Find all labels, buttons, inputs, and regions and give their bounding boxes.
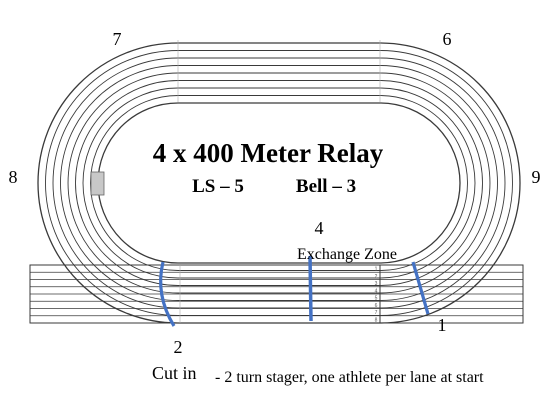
marker-1: 1 [438, 315, 447, 335]
lane-line [97, 102, 461, 264]
lane-number: 1 [375, 267, 378, 273]
track-lanes [37, 42, 521, 324]
cut-in-label: Cut in [152, 363, 197, 383]
marker-9: 9 [532, 167, 541, 187]
marker-6: 6 [443, 29, 452, 49]
lane-line [75, 80, 483, 286]
exchange-zone-marker [308, 255, 313, 322]
lane-line [45, 50, 513, 316]
bell-label: Bell – 3 [296, 176, 356, 197]
lane-number: 5 [375, 296, 378, 302]
lane-line [82, 87, 476, 279]
lane-number: 4 [375, 288, 378, 294]
lane-number: 2 [375, 274, 378, 280]
lane-line [67, 72, 491, 294]
ls-label: LS – 5 [192, 176, 244, 197]
start-marker [411, 261, 430, 315]
lane-number: 6 [375, 303, 378, 309]
marker-7: 7 [113, 29, 122, 49]
cut-in-marker [159, 261, 176, 327]
lane-number: 7 [375, 310, 378, 316]
stagger-note: - 2 turn stager, one athlete per lane at… [215, 369, 484, 386]
marker-8: 8 [9, 167, 18, 187]
diagram-title: 4 x 400 Meter Relay [153, 138, 384, 168]
lane-number: 8 [375, 317, 378, 323]
lane-number: 3 [375, 281, 378, 287]
lane-line [90, 95, 468, 271]
marker-4: 4 [315, 218, 324, 238]
bell-zone-box [90, 171, 105, 196]
marker-2: 2 [174, 337, 183, 357]
exchange-zone-label: Exchange Zone [297, 246, 397, 263]
lane-line [37, 42, 521, 324]
